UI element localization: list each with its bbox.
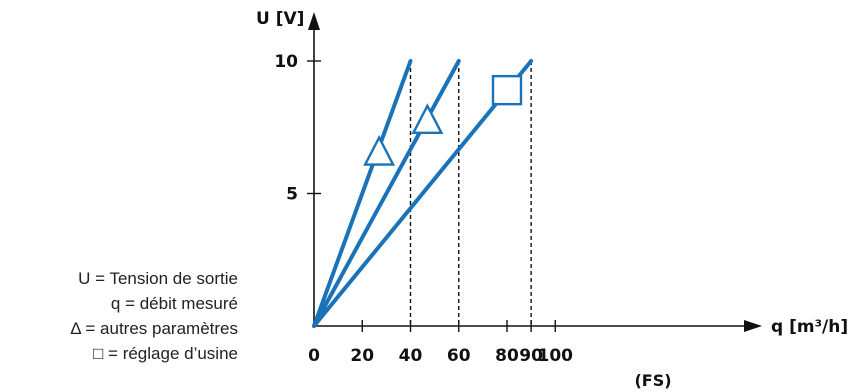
y-tick-label-5: 5	[286, 185, 298, 205]
axes	[308, 12, 762, 332]
y-axis-arrow	[308, 12, 320, 30]
x-axis-arrow	[744, 320, 762, 332]
y-tick-label-10: 10	[274, 52, 298, 72]
x-tick-label-100: 100	[538, 346, 574, 366]
legend-line-flow: q = débit mesuré	[111, 294, 238, 313]
y-ticks: 5 10	[274, 52, 321, 205]
series-line-1	[312, 59, 413, 328]
triangle-marker-2	[411, 103, 444, 135]
x-axis-label: q [m³/h]	[771, 317, 848, 337]
x-tick-label-80: 80	[495, 346, 519, 366]
x-tick-label-0: 0	[308, 346, 320, 366]
x-tick-label-20: 20	[350, 346, 374, 366]
x-tick-label-90: 90	[519, 346, 543, 366]
square-marker-3	[491, 74, 523, 106]
series-line-2	[312, 59, 461, 328]
legend-line-factory-setting: □ = réglage d’usine	[93, 344, 238, 363]
series-markers	[363, 74, 523, 166]
dashed-guides	[409, 61, 532, 326]
x-axis-sublabel: (FS)	[634, 371, 671, 390]
x-tick-label-40: 40	[399, 346, 423, 366]
legend-line-other-params: Δ = autres paramètres	[70, 319, 238, 338]
triangle-marker-1	[363, 134, 396, 166]
legend-line-voltage: U = Tension de sortie	[78, 269, 238, 288]
y-axis-label: U [V]	[256, 9, 304, 29]
x-tick-label-60: 60	[447, 346, 471, 366]
legend: U = Tension de sortie q = débit mesuré Δ…	[70, 269, 238, 363]
